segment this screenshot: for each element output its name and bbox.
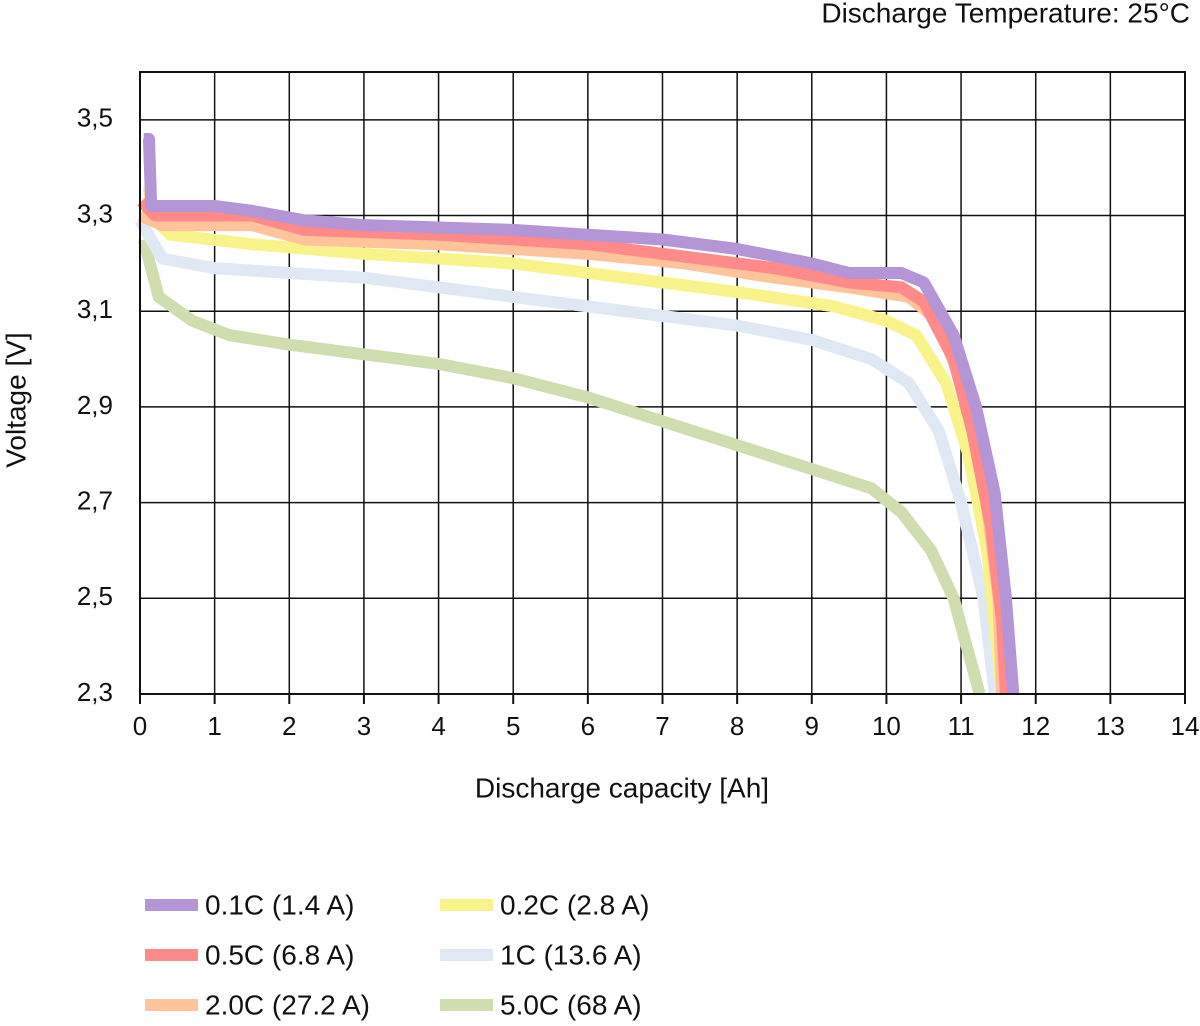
series-line	[143, 133, 1020, 695]
plot-lines	[134, 133, 1020, 696]
x-tick-label: 1	[207, 711, 221, 741]
x-tick-label: 11	[948, 711, 975, 741]
y-tick-label: 2,3	[77, 677, 113, 707]
x-tick-label: 12	[1021, 711, 1050, 741]
series-line	[134, 217, 1001, 695]
series-line	[143, 186, 1009, 695]
y-tick-label: 3,3	[77, 198, 113, 228]
x-tick-label: 0	[133, 711, 147, 741]
x-tick-label: 14	[1171, 711, 1200, 741]
legend-label: 5.0C (68 A)	[500, 989, 642, 1020]
y-tick-label: 3,1	[77, 294, 113, 324]
series-line	[137, 237, 986, 696]
x-tick-label: 6	[581, 711, 595, 741]
x-tick-label: 5	[506, 711, 520, 741]
x-tick-label: 9	[805, 711, 819, 741]
x-axis-label: Discharge capacity [Ah]	[475, 772, 769, 803]
legend-label: 0.1C (1.4 A)	[205, 889, 354, 920]
legend-label: 0.5C (6.8 A)	[205, 939, 354, 970]
x-tick-label: 7	[655, 711, 669, 741]
legend-label: 0.2C (2.8 A)	[500, 889, 649, 920]
plot-frame	[139, 71, 1186, 695]
grid: 2,32,52,72,93,13,33,50 1 2 3 4 5 6 7 8 9 10 11 12 13 1…	[77, 72, 1200, 741]
x-tick-label: 4	[431, 711, 445, 741]
x-tick-label: 2	[282, 711, 296, 741]
x-tick-label: 8	[730, 711, 744, 741]
series-line	[137, 197, 1012, 695]
legend: 0.1C (1.4 A) 0.5C (6.8 A) 2.0C (27.2 A) 0.2…	[145, 889, 649, 1020]
y-axis-label: Voltage [V]	[0, 332, 31, 467]
x-tick-label: 10	[872, 711, 901, 741]
x-tick-label: 13	[1096, 711, 1125, 741]
y-tick-label: 2,7	[77, 485, 113, 515]
x-tick-label: 3	[357, 711, 371, 741]
y-tick-label: 2,9	[77, 390, 113, 420]
legend-label: 2.0C (27.2 A)	[205, 989, 370, 1020]
chart-title: Discharge Temperature: 25°C	[821, 0, 1190, 28]
y-tick-label: 3,5	[77, 103, 113, 133]
legend-label: 1C (13.6 A)	[500, 939, 642, 970]
y-tick-label: 2,5	[77, 581, 113, 611]
